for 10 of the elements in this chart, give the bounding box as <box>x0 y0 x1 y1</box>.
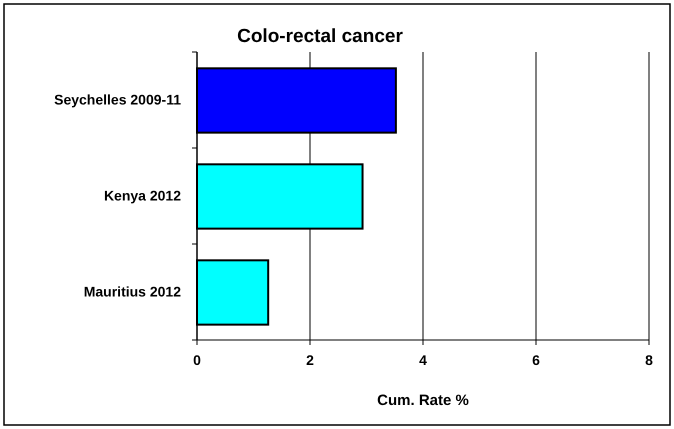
x-tick-label: 6 <box>532 352 540 368</box>
x-axis-title: Cum. Rate % <box>377 392 469 409</box>
x-tick-label: 0 <box>193 352 202 368</box>
y-tick-label: Kenya 2012 <box>104 187 182 204</box>
chart-title: Colo-rectal cancer <box>237 26 404 47</box>
x-tick-label: 4 <box>419 352 428 368</box>
x-tick-label: 8 <box>645 352 654 368</box>
x-tick-label: 2 <box>306 352 314 368</box>
y-tick-label: Mauritius 2012 <box>84 283 182 300</box>
y-tick-label: Seychelles 2009-11 <box>54 91 182 108</box>
